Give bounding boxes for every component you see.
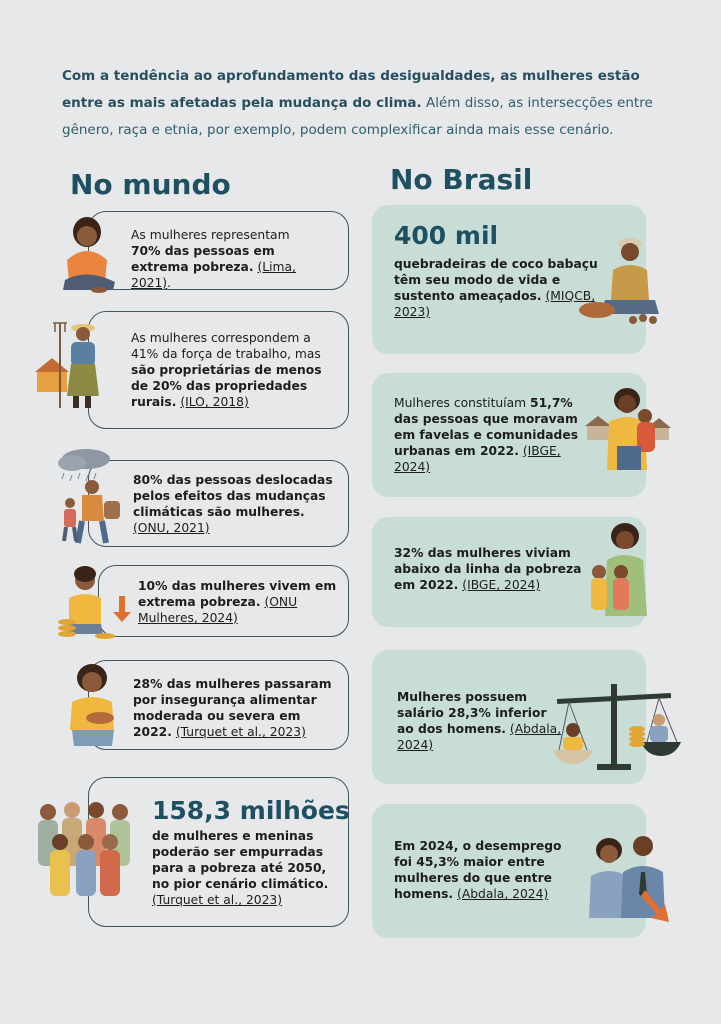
scale-wage-icon — [553, 684, 681, 770]
favela-mother-icon — [585, 388, 671, 470]
citation-link[interactable]: (Lima, 2021) — [131, 260, 296, 290]
brasil-card-4 — [372, 650, 646, 784]
mundo-title: No mundo — [70, 168, 231, 201]
woman-coins-icon — [58, 566, 131, 639]
citation-link[interactable]: (ILO, 2018) — [180, 395, 249, 409]
intro-rest: Além disso, as intersecções entre gênero… — [62, 95, 653, 138]
brasil-card-1-big: 400 mil — [394, 221, 499, 250]
brasil-card-4-text: Mulheres possuem salário 28,3% inferior … — [397, 690, 562, 752]
citation-link[interactable]: (Turquet et al., 2023) — [152, 893, 283, 907]
intro-bold: Com a tendência ao aprofundamento das de… — [62, 68, 640, 111]
citation-link[interactable]: (ONU Mulheres, 2024) — [138, 595, 298, 625]
citation-link[interactable]: (ONU, 2021) — [133, 521, 210, 535]
woman-food-bowl-icon — [70, 664, 114, 746]
mother-children-icon — [591, 523, 647, 616]
citation-link[interactable]: (Abdala, 2024) — [457, 887, 549, 901]
mundo-card-5-text: 28% das mulheres passaram por inseguranç… — [133, 677, 332, 739]
brasil-card-1 — [372, 205, 646, 354]
citation-link[interactable]: (Turquet et al., 2023) — [175, 725, 306, 739]
brasil-card-1-text: quebradeiras de coco babaçu têm seu modo… — [394, 257, 598, 319]
farmer-woman-icon — [35, 322, 99, 408]
brasil-card-3-text: 32% das mulheres viviam abaixo da linha … — [394, 546, 582, 592]
brasil-card-2-text: Mulheres constituíam 51,7% das pessoas q… — [394, 396, 579, 474]
mundo-card-1 — [88, 211, 349, 290]
citation-link[interactable]: (IBGE, 2024) — [394, 444, 561, 474]
crowd-women-icon — [38, 802, 130, 896]
brasil-card-5-text: Em 2024, o desemprego foi 45,3% maior en… — [394, 839, 562, 901]
babassu-breaker-icon — [579, 238, 659, 324]
mundo-card-2-text: As mulheres correspondem a 41% da força … — [131, 331, 322, 409]
citation-link[interactable]: (Abdala, 2024) — [397, 722, 562, 752]
sitting-woman-icon — [63, 217, 115, 293]
mundo-card-6-big: 158,3 milhões — [152, 796, 350, 825]
mundo-card-3-text: 80% das pessoas deslocadas pelos efeitos… — [133, 473, 333, 535]
intro-text: Com a tendência ao aprofundamento das de… — [62, 63, 662, 144]
mundo-card-1-text: As mulheres representam 70% das pessoas e… — [131, 228, 296, 290]
unemployment-couple-icon — [589, 836, 669, 922]
brasil-title: No Brasil — [390, 163, 533, 196]
citation-link[interactable]: (MIQCB, 2023) — [394, 289, 596, 319]
mundo-card-6-text: de mulheres e meninas poderão ser empurr… — [152, 829, 329, 907]
citation-link[interactable]: (IBGE, 2024) — [462, 578, 541, 592]
mundo-card-4-text: 10% das mulheres vivem em extrema pobrez… — [138, 579, 337, 625]
displaced-people-icon — [58, 449, 120, 544]
